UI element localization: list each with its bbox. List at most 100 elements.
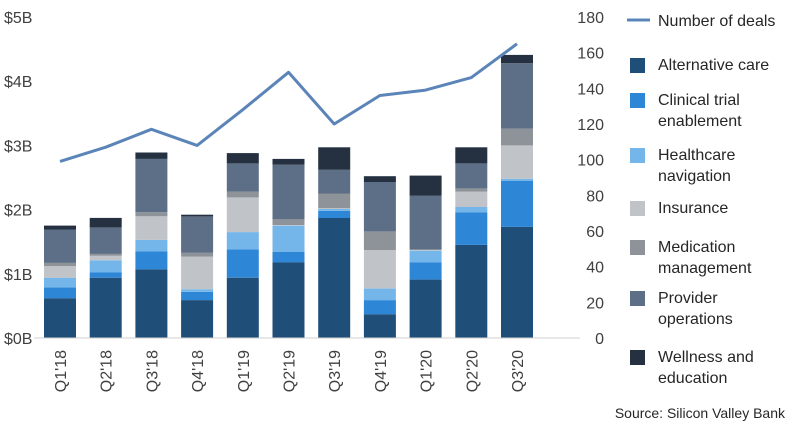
bar-segment-alternative-care-0 xyxy=(44,298,76,338)
bar-segment-alternative-care-7 xyxy=(363,314,396,338)
right-tick-label: 140 xyxy=(577,81,604,98)
bar-segment-clinical-trial-enablement-6 xyxy=(318,210,351,218)
bar-segment-clinical-trial-enablement-5 xyxy=(272,252,305,263)
bar-segment-provider-operations-8 xyxy=(409,195,442,250)
bar-segment-medication-management-10 xyxy=(501,128,533,146)
bar-segment-provider-operations-7 xyxy=(363,182,396,232)
bar-segment-clinical-trial-enablement-1 xyxy=(89,272,122,278)
bar-segment-clinical-trial-enablement-9 xyxy=(455,212,488,245)
x-tick-label: Q4'18 xyxy=(190,350,207,392)
bar-segment-alternative-care-8 xyxy=(409,279,442,338)
left-tick-label: $1B xyxy=(4,267,32,284)
bar-segment-insurance-6 xyxy=(318,208,351,209)
right-axis: 0 20 40 60 80 100 120 140 160 180 xyxy=(577,10,604,348)
bar-segment-healthcare-navigation-3 xyxy=(181,289,214,292)
bar-segment-wellness-and-education-7 xyxy=(363,176,396,182)
bar-segment-medication-management-0 xyxy=(44,262,76,267)
bar-segment-healthcare-navigation-4 xyxy=(226,232,259,250)
bar-segment-wellness-and-education-0 xyxy=(44,225,76,230)
bar-segment-medication-management-4 xyxy=(226,191,259,198)
x-tick-label: Q3'18 xyxy=(144,350,161,392)
bar-segment-provider-operations-4 xyxy=(226,163,259,192)
bar-segment-healthcare-navigation-8 xyxy=(409,250,442,263)
bar-segment-insurance-8 xyxy=(409,250,442,251)
bar-segment-insurance-2 xyxy=(135,216,168,240)
legend-swatch xyxy=(630,148,645,163)
bar-segment-healthcare-navigation-6 xyxy=(318,209,351,211)
bar-segment-provider-operations-5 xyxy=(272,164,305,220)
right-tick-label: 40 xyxy=(586,260,604,277)
bar-segment-healthcare-navigation-10 xyxy=(501,178,533,181)
bar-segment-provider-operations-10 xyxy=(501,63,533,129)
bars-layer xyxy=(44,54,533,338)
bar-segment-medication-management-1 xyxy=(89,253,122,256)
x-tick-label: Q1'18 xyxy=(53,350,70,392)
bar-segment-provider-operations-6 xyxy=(318,169,351,194)
bar-segment-medication-management-5 xyxy=(272,219,305,225)
right-tick-label: 60 xyxy=(586,224,604,241)
bar-segment-provider-operations-9 xyxy=(455,163,488,189)
bar-segment-alternative-care-1 xyxy=(89,277,122,338)
bar-segment-insurance-0 xyxy=(44,266,76,278)
bar-segment-healthcare-navigation-2 xyxy=(135,239,168,252)
left-tick-label: $4B xyxy=(4,74,32,91)
bar-segment-provider-operations-2 xyxy=(135,158,168,213)
bar-segment-insurance-7 xyxy=(363,250,396,289)
x-tick-label: Q1'19 xyxy=(236,350,253,392)
bar-segment-healthcare-navigation-9 xyxy=(455,207,488,213)
series-line-number-of-deals xyxy=(59,42,518,163)
legend-label: Provider operations xyxy=(658,290,733,328)
legend-label: Insurance xyxy=(658,200,728,217)
bar-segment-wellness-and-education-8 xyxy=(409,175,442,196)
legend-label: Wellness and education xyxy=(658,349,754,387)
right-tick-label: 180 xyxy=(577,10,604,27)
bar-segment-wellness-and-education-9 xyxy=(455,147,488,164)
legend-label: Medication management xyxy=(658,239,752,277)
x-tick-label: Q1'20 xyxy=(419,350,436,392)
right-tick-label: 100 xyxy=(577,153,604,170)
bar-segment-wellness-and-education-3 xyxy=(181,214,214,217)
bar-segment-wellness-and-education-5 xyxy=(272,158,305,165)
bar-segment-wellness-and-education-2 xyxy=(135,152,168,159)
bar-segment-alternative-care-6 xyxy=(318,217,351,338)
bar-segment-healthcare-navigation-0 xyxy=(44,277,76,288)
bar-segment-alternative-care-3 xyxy=(181,300,214,338)
left-axis: $0B $1B $2B $3B $4B $5B xyxy=(4,10,32,348)
bar-segment-wellness-and-education-4 xyxy=(226,153,259,164)
line-layer xyxy=(59,42,518,163)
legend-label: Number of deals xyxy=(658,13,775,30)
x-tick-label: Q2'18 xyxy=(99,350,116,392)
left-tick-label: $2B xyxy=(4,203,32,220)
left-tick-label: $5B xyxy=(4,10,32,27)
legend-label: Clinical trial enablement xyxy=(658,92,742,130)
bar-segment-alternative-care-9 xyxy=(455,244,488,338)
bar-segment-wellness-and-education-6 xyxy=(318,147,351,170)
right-tick-label: 0 xyxy=(595,331,604,348)
bar-segment-clinical-trial-enablement-0 xyxy=(44,287,76,299)
bar-segment-insurance-5 xyxy=(272,225,305,226)
source-note: Source: Silicon Valley Bank xyxy=(615,405,786,421)
right-tick-label: 120 xyxy=(577,117,604,134)
bar-segment-healthcare-navigation-5 xyxy=(272,225,305,252)
bar-segment-clinical-trial-enablement-10 xyxy=(501,180,533,227)
bar-segment-alternative-care-10 xyxy=(501,226,533,338)
bar-segment-medication-management-9 xyxy=(455,188,488,192)
legend-swatch xyxy=(630,240,645,255)
bar-segment-clinical-trial-enablement-7 xyxy=(363,300,396,315)
bar-segment-insurance-10 xyxy=(501,145,533,179)
bar-segment-insurance-1 xyxy=(89,255,122,261)
bar-segment-provider-operations-1 xyxy=(89,227,122,254)
x-tick-label: Q2'19 xyxy=(282,350,299,392)
bar-segment-alternative-care-2 xyxy=(135,269,168,338)
legend-swatch xyxy=(630,201,645,216)
legend-label: Alternative care xyxy=(658,57,769,74)
legend-swatch xyxy=(630,350,645,365)
legend-swatch xyxy=(630,291,645,306)
right-tick-label: 20 xyxy=(586,295,604,312)
bar-segment-insurance-3 xyxy=(181,256,214,290)
bar-segment-medication-management-6 xyxy=(318,193,351,209)
bar-segment-provider-operations-0 xyxy=(44,229,76,263)
bar-segment-clinical-trial-enablement-8 xyxy=(409,262,442,280)
bar-segment-wellness-and-education-1 xyxy=(89,217,122,228)
